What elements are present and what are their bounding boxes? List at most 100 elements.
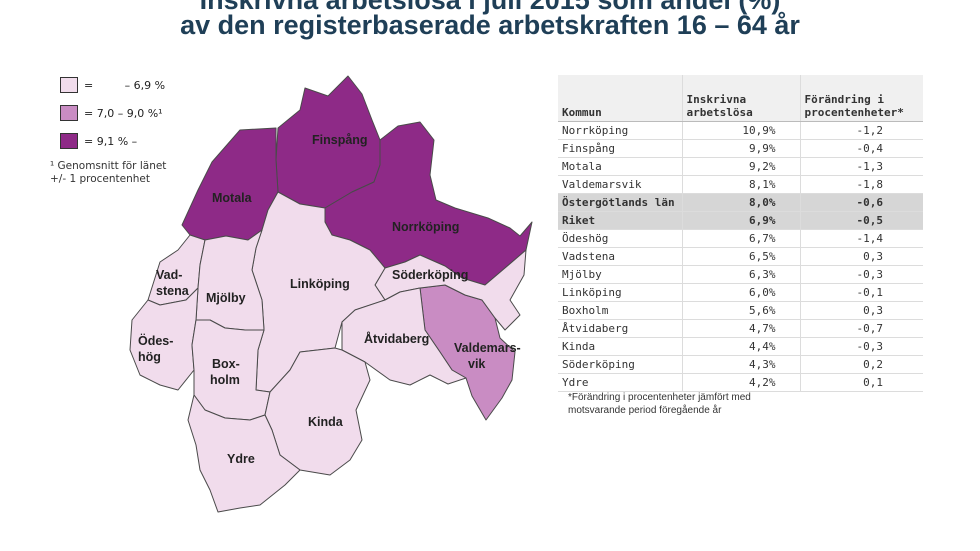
label-vadstena-1: Vad- — [156, 268, 182, 282]
legend-item-low: = – 6,9 % — [60, 76, 165, 94]
region-mjolby — [195, 229, 265, 331]
cell-forandring: -0,3 — [799, 265, 923, 284]
legend-swatch-low — [60, 77, 78, 93]
cell-kommun: Ydre — [558, 373, 682, 392]
cell-kommun: Vadstena — [558, 247, 682, 266]
label-boxholm-1: Box- — [212, 357, 240, 371]
legend-swatch-mid — [60, 105, 78, 121]
legend-note-line-1: ¹ Genomsnitt för länet — [50, 160, 167, 172]
cell-andel: 9,2% — [681, 157, 800, 176]
table-row: Östergötlands län 8,0% -0,6 — [558, 193, 923, 212]
cell-kommun: Linköping — [558, 283, 682, 302]
table-row: Kinda 4,4% -0,3 — [558, 337, 923, 356]
cell-kommun: Finspång — [558, 139, 682, 158]
label-norrkoping: Norrköping — [392, 220, 459, 234]
table-row: Boxholm 5,6% 0,3 — [558, 301, 923, 320]
cell-kommun: Mjölby — [558, 265, 682, 284]
cell-andel: 9,9% — [681, 139, 800, 158]
cell-kommun: Motala — [558, 157, 682, 176]
cell-kommun: Söderköping — [558, 355, 682, 374]
ostergotland-map: Finspång Motala Norrköping Vad- stena Mj… — [129, 75, 533, 513]
table-row: Norrköping 10,9% -1,2 — [558, 121, 923, 140]
table-row: Riket 6,9% -0,5 — [558, 211, 923, 230]
label-odeshog-1: Ödes- — [138, 333, 173, 348]
cell-forandring: -0,6 — [799, 193, 923, 212]
cell-kommun: Norrköping — [558, 121, 682, 140]
cell-forandring: -0,5 — [799, 211, 923, 230]
label-motala: Motala — [212, 191, 253, 205]
cell-andel: 8,1% — [681, 175, 800, 194]
label-soderkoping: Söderköping — [392, 268, 468, 282]
label-mjolby: Mjölby — [206, 291, 246, 305]
header-kommun: Kommun — [558, 75, 682, 122]
cell-forandring: -0,3 — [799, 337, 923, 356]
table-row: Valdemarsvik 8,1% -1,8 — [558, 175, 923, 194]
cell-andel: 5,6% — [681, 301, 800, 320]
legend-swatch-high — [60, 133, 78, 149]
label-valdemarsvik-1: Valdemars- — [454, 341, 521, 355]
legend-item-mid: = 7,0 – 9,0 %¹ — [60, 104, 163, 122]
cell-andel: 6,3% — [681, 265, 800, 284]
table-row: Finspång 9,9% -0,4 — [558, 139, 923, 158]
legend-label-high: = 9,1 % – — [84, 134, 138, 148]
cell-kommun: Riket — [558, 211, 682, 230]
label-odeshog-2: hög — [138, 350, 161, 364]
cell-andel: 6,5% — [681, 247, 800, 266]
cell-forandring: -1,4 — [799, 229, 923, 248]
region-ydre — [187, 394, 301, 513]
table-row: Åtvidaberg 4,7% -0,7 — [558, 319, 923, 338]
cell-forandring: -0,4 — [799, 139, 923, 158]
cell-andel: 8,0% — [681, 193, 800, 212]
cell-forandring: 0,3 — [799, 301, 923, 320]
cell-andel: 4,7% — [681, 319, 800, 338]
cell-andel: 6,0% — [681, 283, 800, 302]
legend-label-low: = – 6,9 % — [84, 78, 166, 92]
cell-kommun: Boxholm — [558, 301, 682, 320]
cell-forandring: -0,7 — [799, 319, 923, 338]
label-valdemarsvik-2: vik — [468, 357, 485, 371]
table-row: Vadstena 6,5% 0,3 — [558, 247, 923, 266]
cell-andel: 4,3% — [681, 355, 800, 374]
unemployment-table: Kommun Inskrivna arbetslösa Förändring i… — [558, 75, 923, 392]
header-forandring: Förändring i procentenheter* — [799, 75, 923, 122]
legend-note: ¹ Genomsnitt för länet +/- 1 procentenhe… — [50, 160, 166, 186]
cell-kommun: Ödeshög — [558, 229, 682, 248]
legend-item-high: = 9,1 % – — [60, 132, 137, 150]
cell-forandring: -1,8 — [799, 175, 923, 194]
label-atvidaberg: Åtvidaberg — [364, 331, 429, 346]
label-kinda: Kinda — [308, 415, 344, 429]
cell-kommun: Valdemarsvik — [558, 175, 682, 194]
unemployment-table-container: Kommun Inskrivna arbetslösa Förändring i… — [558, 75, 923, 392]
cell-forandring: 0,1 — [799, 373, 923, 392]
cell-forandring: -1,3 — [799, 157, 923, 176]
header-andel: Inskrivna arbetslösa — [681, 75, 800, 122]
table-body: Norrköping 10,9% -1,2 Finspång 9,9% -0,4 Motal… — [558, 121, 923, 392]
table-row: Ydre 4,2% 0,1 — [558, 373, 923, 392]
cell-forandring: 0,2 — [799, 355, 923, 374]
cell-forandring: -0,1 — [799, 283, 923, 302]
label-linkoping: Linköping — [290, 277, 350, 291]
cell-kommun: Kinda — [558, 337, 682, 356]
label-boxholm-2: holm — [210, 373, 240, 387]
title-line-1: Inskrivna arbetslösa i juli 2015 som and… — [199, 0, 781, 15]
table-row: Mjölby 6,3% -0,3 — [558, 265, 923, 284]
cell-andel: 4,4% — [681, 337, 800, 356]
cell-andel: 10,9% — [681, 121, 800, 140]
cell-forandring: -1,2 — [799, 121, 923, 140]
cell-andel: 6,7% — [681, 229, 800, 248]
cell-andel: 6,9% — [681, 211, 800, 230]
cell-forandring: 0,3 — [799, 247, 923, 266]
cell-andel: 4,2% — [681, 373, 800, 392]
cell-kommun: Östergötlands län — [558, 193, 682, 212]
table-header-row: Kommun Inskrivna arbetslösa Förändring i… — [558, 75, 923, 122]
label-finspang: Finspång — [312, 133, 368, 147]
cell-kommun: Åtvidaberg — [558, 319, 682, 338]
label-vadstena-2: stena — [156, 284, 190, 298]
label-ydre: Ydre — [227, 452, 255, 466]
table-row: Ödeshög 6,7% -1,4 — [558, 229, 923, 248]
table-row: Linköping 6,0% -0,1 — [558, 283, 923, 302]
legend-label-mid: = 7,0 – 9,0 %¹ — [84, 106, 163, 120]
table-row: Motala 9,2% -1,3 — [558, 157, 923, 176]
title-line-2: av den registerbaserade arbetskraften 16… — [180, 10, 800, 40]
table-row: Söderköping 4,3% 0,2 — [558, 355, 923, 374]
